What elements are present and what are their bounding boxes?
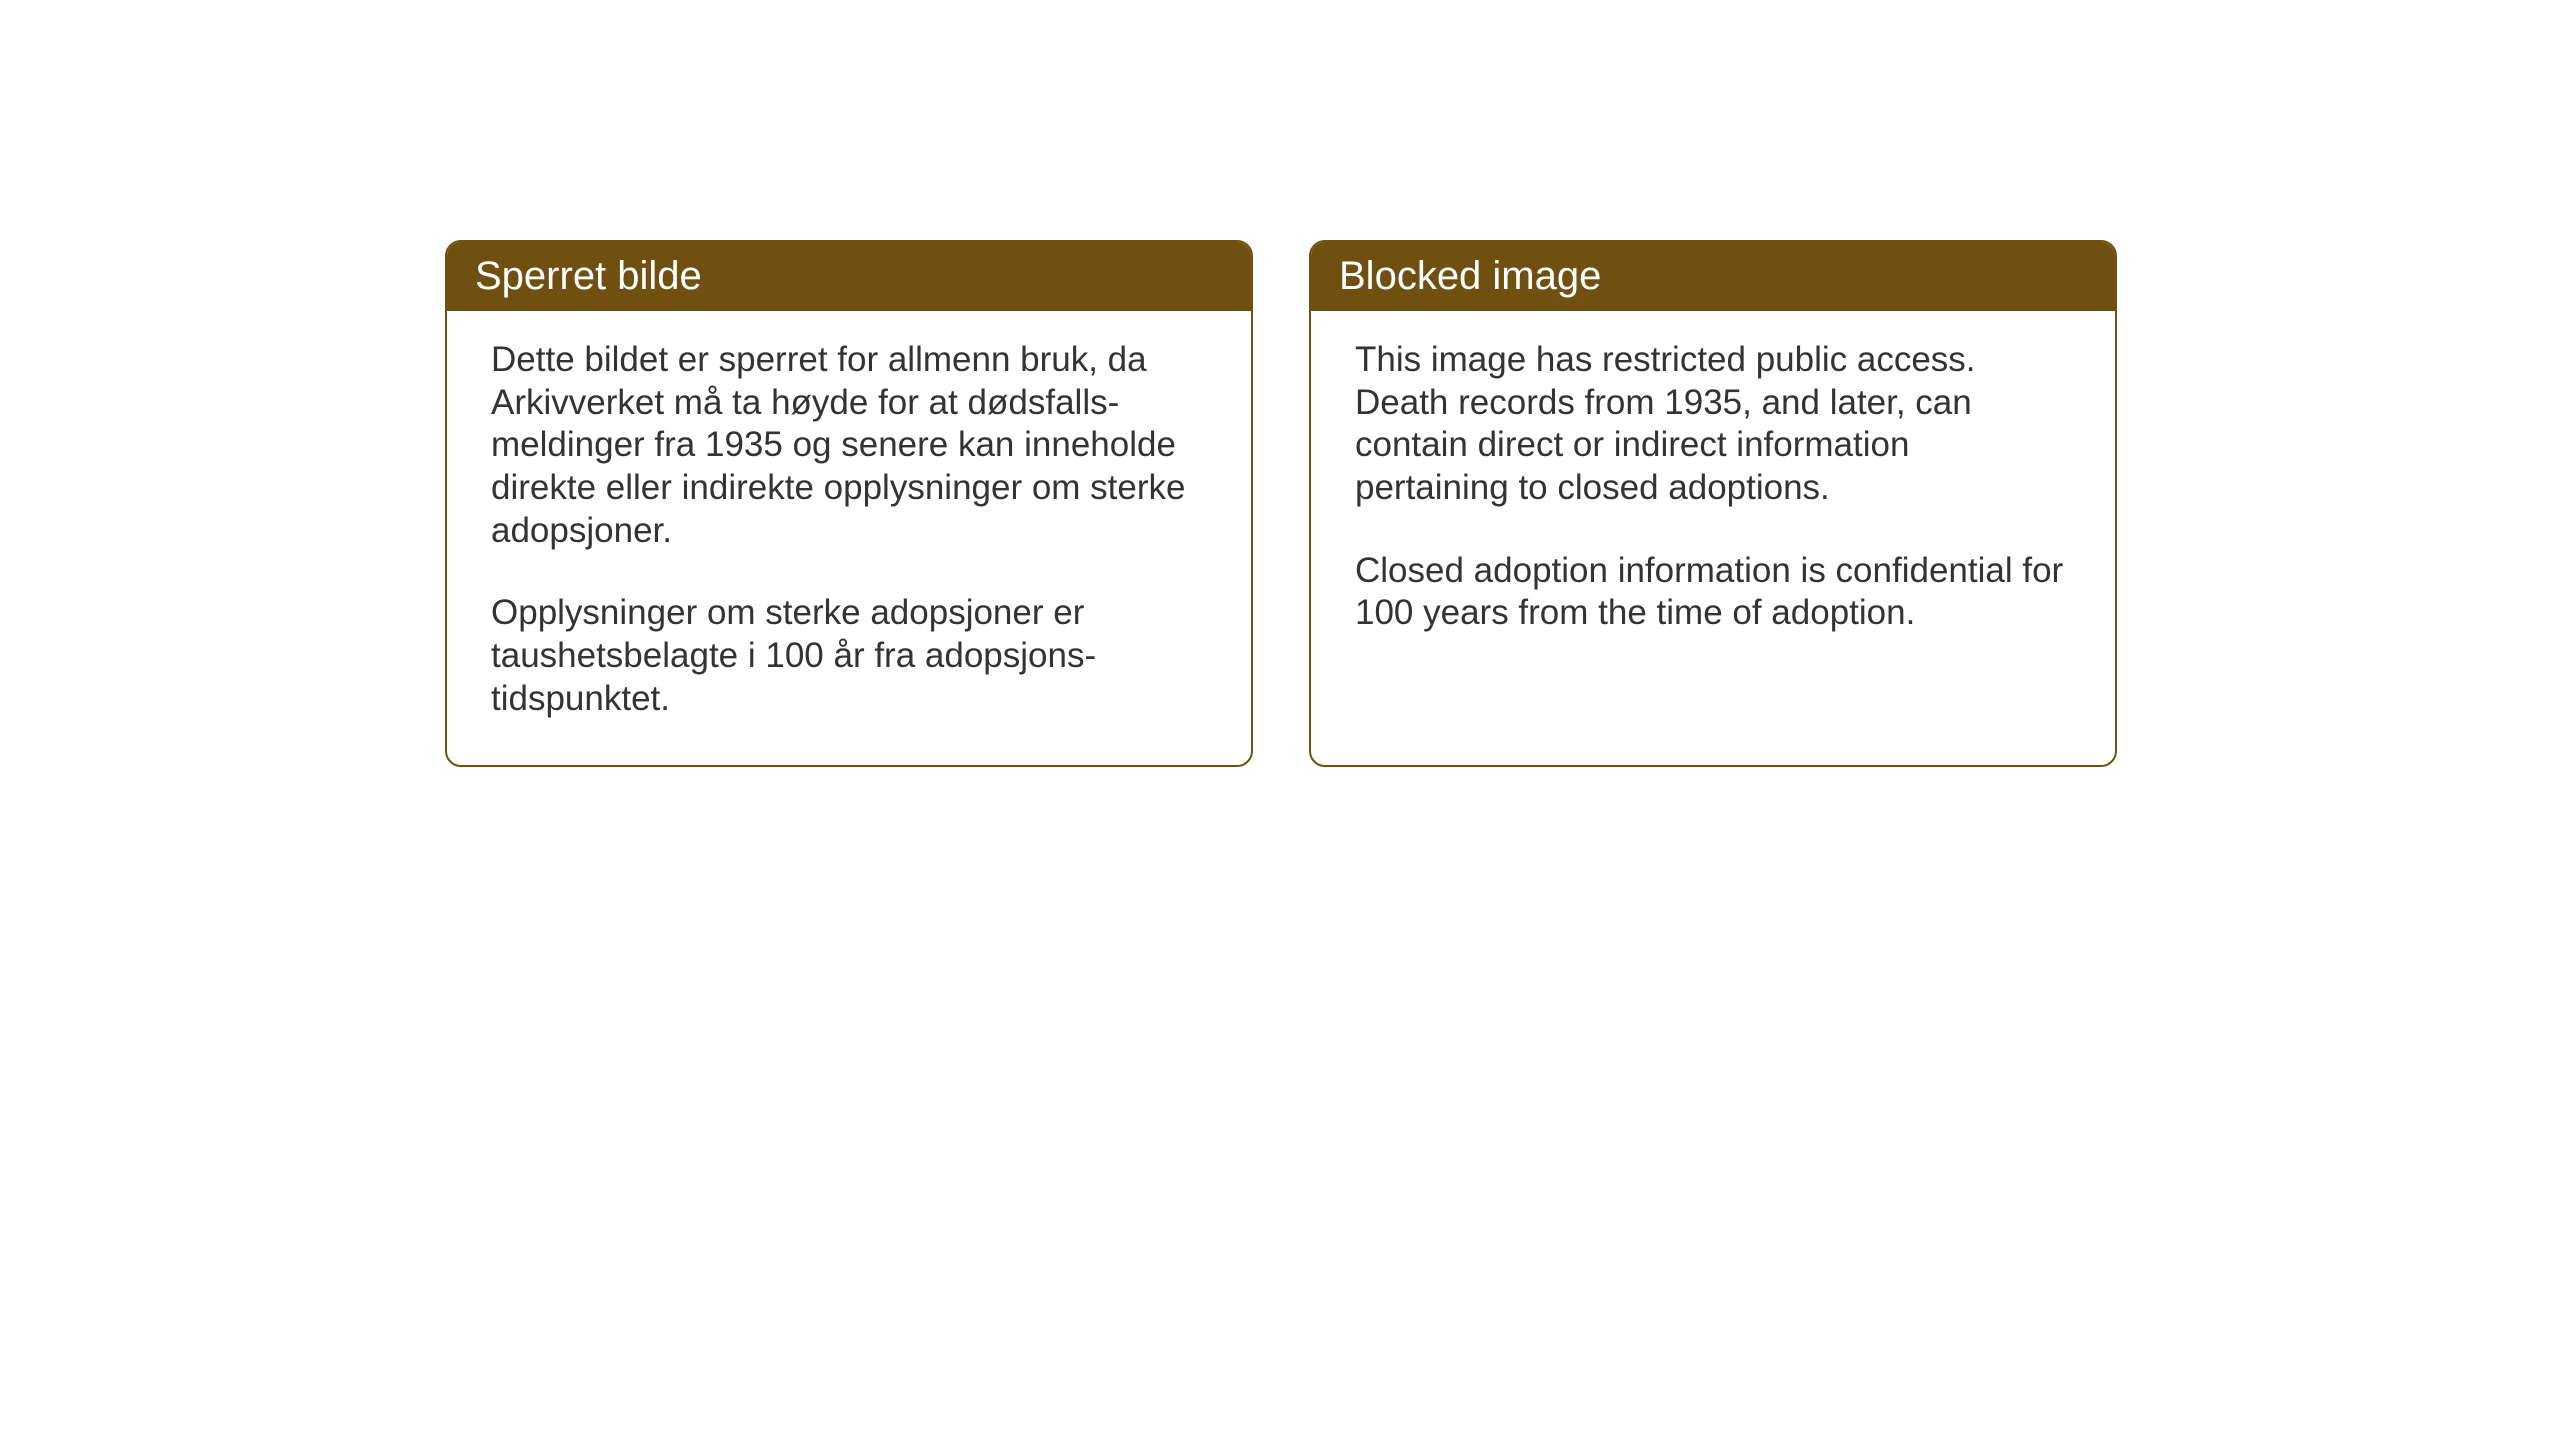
- notice-container: Sperret bilde Dette bildet er sperret fo…: [445, 240, 2117, 767]
- card-body: Dette bildet er sperret for allmenn bruk…: [447, 311, 1251, 765]
- card-paragraph: Dette bildet er sperret for allmenn bruk…: [491, 339, 1207, 552]
- card-header: Sperret bilde: [447, 242, 1251, 311]
- notice-card-norwegian: Sperret bilde Dette bildet er sperret fo…: [445, 240, 1253, 767]
- notice-card-english: Blocked image This image has restricted …: [1309, 240, 2117, 767]
- card-title: Blocked image: [1339, 254, 1601, 298]
- card-title: Sperret bilde: [475, 254, 702, 298]
- card-paragraph: Closed adoption information is confident…: [1355, 550, 2071, 635]
- card-body: This image has restricted public access.…: [1311, 311, 2115, 679]
- card-paragraph: This image has restricted public access.…: [1355, 339, 2071, 510]
- card-header: Blocked image: [1311, 242, 2115, 311]
- card-paragraph: Opplysninger om sterke adopsjoner er tau…: [491, 592, 1207, 720]
